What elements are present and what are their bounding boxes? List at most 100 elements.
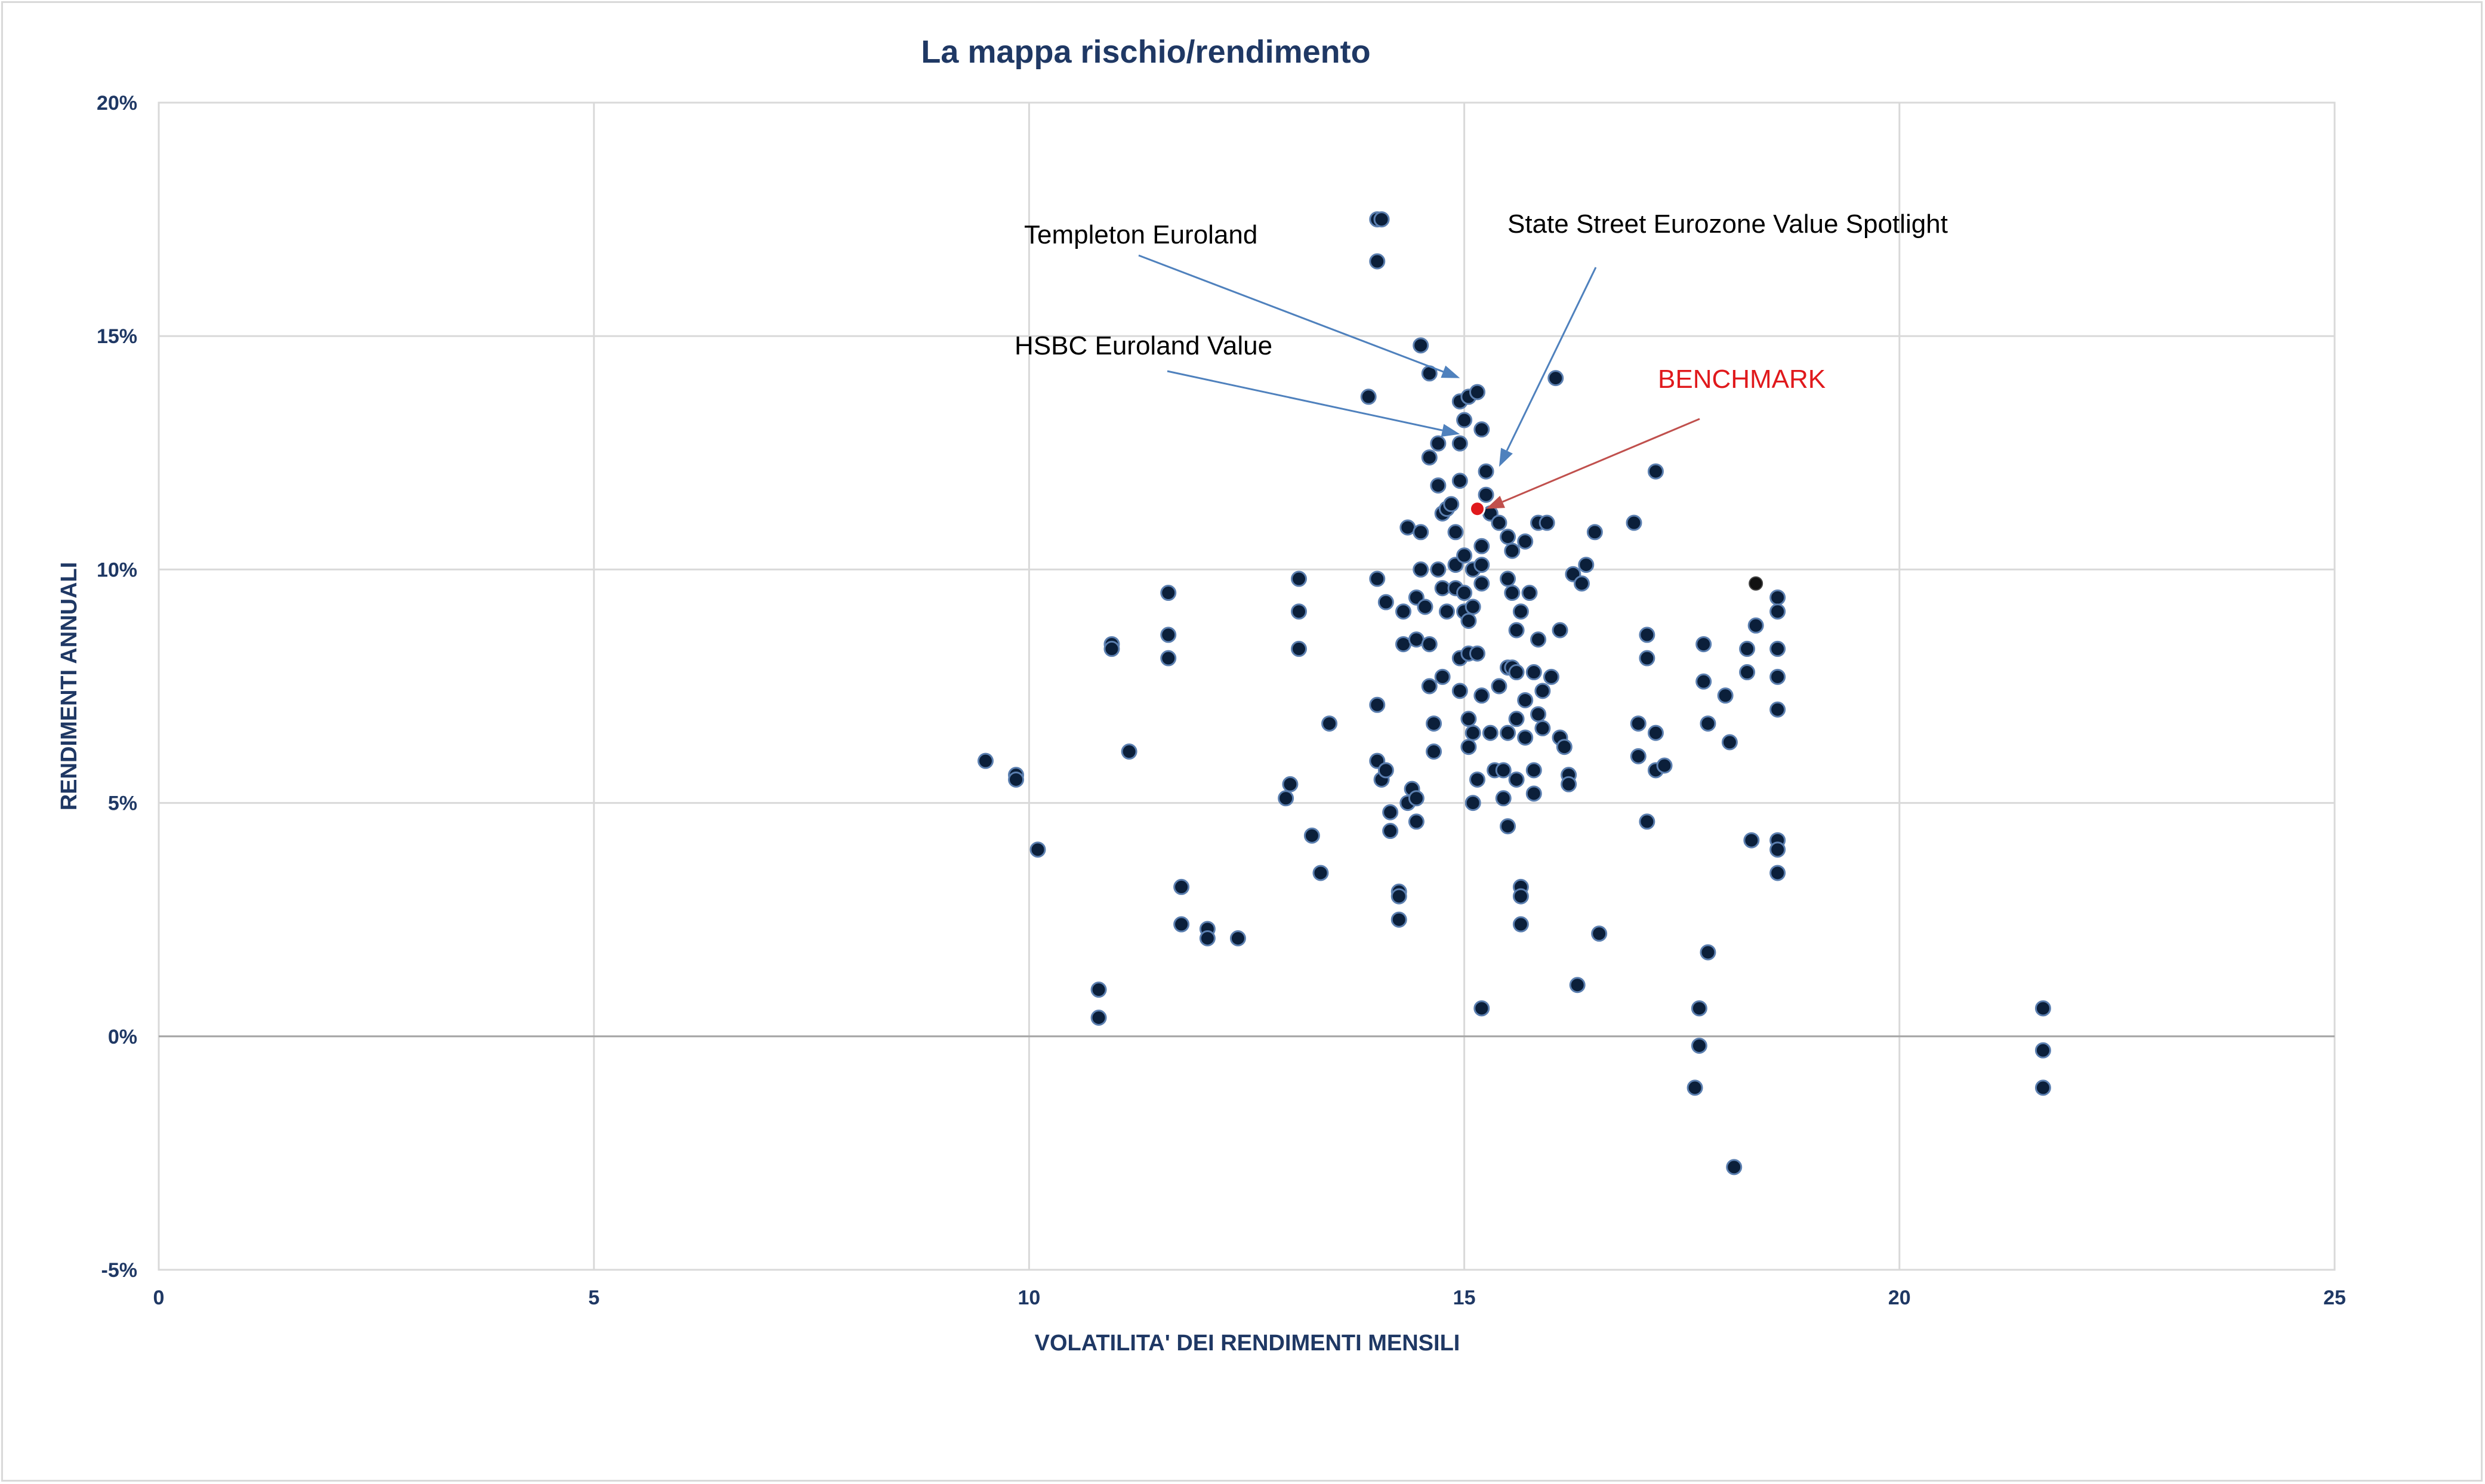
chart-title: La mappa rischio/rendimento: [921, 34, 1370, 70]
x-tick-label: 25: [2323, 1286, 2346, 1309]
annotation-arrows: [1138, 254, 1700, 509]
scatter-point: [1517, 692, 1534, 708]
scatter-point: [1500, 529, 1516, 545]
scatter-point: [1630, 715, 1647, 732]
scatter-point: [1121, 743, 1137, 760]
scatter-point: [1473, 557, 1490, 573]
scatter-point: [1430, 561, 1447, 578]
arrow-hsbc-euroland-value: [1167, 370, 1460, 437]
scatter-point: [1408, 790, 1425, 807]
scatter-point: [1521, 585, 1538, 601]
scatter-point: [1508, 711, 1525, 727]
scatter-point: [1656, 757, 1673, 774]
scatter-point: [1430, 477, 1447, 494]
scatter-point: [1369, 696, 1386, 713]
scatter-point: [1303, 827, 1320, 844]
scatter-point: [1482, 724, 1499, 741]
annotation-state-street-eurozone-value-spotlight: State Street Eurozone Value Spotlight: [1507, 209, 1948, 239]
scatter-point: [1469, 645, 1485, 662]
scatter-point-highlight: [1749, 576, 1763, 591]
scatter-point: [1465, 795, 1481, 812]
scatter-point: [1561, 776, 1577, 792]
scatter-point: [1090, 1010, 1107, 1026]
scatter-point: [1421, 636, 1438, 653]
scatter-point: [1695, 673, 1712, 690]
scatter-point: [1469, 771, 1485, 788]
scatter-point: [1382, 823, 1399, 840]
scatter-point: [1517, 533, 1534, 550]
scatter-point: [1373, 211, 1390, 228]
scatter-point: [1552, 622, 1568, 638]
x-axis-tick-labels: 0 5 10 15 20 25: [153, 1286, 2346, 1309]
x-tick-label: 0: [153, 1286, 165, 1309]
scatter-point: [2034, 1000, 2051, 1017]
scatter-point: [1630, 748, 1647, 764]
scatter-point: [1556, 739, 1573, 755]
scatter-point: [1495, 790, 1512, 807]
scatter-point: [1413, 524, 1429, 541]
scatter-point: [1478, 463, 1494, 480]
scatter-point: [1747, 617, 1764, 634]
arrow-benchmark: [1486, 418, 1700, 509]
scatter-point: [1769, 603, 1786, 620]
arrow-state-street: [1499, 267, 1597, 467]
scatter-point: [1473, 575, 1490, 592]
scatter-point: [1473, 1000, 1490, 1017]
plot-area-border: [158, 101, 2336, 1271]
scatter-point: [1369, 253, 1386, 270]
scatter-point: [1473, 538, 1490, 554]
scatter-point: [1700, 944, 1716, 961]
scatter-point: [1369, 570, 1386, 587]
scatter-point: [1769, 589, 1786, 606]
scatter-point: [1508, 664, 1525, 681]
scatter-point: [1451, 435, 1468, 452]
scatter-point: [1508, 622, 1525, 638]
scatter-point: [977, 752, 994, 769]
scatter-point: [1456, 547, 1473, 564]
scatter-point: [1291, 570, 1308, 587]
scatter-point: [1413, 337, 1429, 354]
scatter-point: [1447, 524, 1464, 541]
scatter-point: [1291, 603, 1308, 620]
scatter-point: [1434, 668, 1451, 685]
scatter-point: [1769, 841, 1786, 858]
scatter-point: [1421, 678, 1438, 695]
scatter-point: [1726, 1159, 1743, 1176]
scatter-point: [1229, 930, 1246, 946]
scatter-point: [1769, 865, 1786, 881]
scatter-point: [1687, 1079, 1703, 1096]
annotation-benchmark: BENCHMARK: [1658, 365, 1826, 394]
scatter-point: [1456, 585, 1473, 601]
scatter-point: [1691, 1000, 1707, 1017]
scatter-point: [1473, 687, 1490, 704]
scatter-point: [1395, 603, 1412, 620]
y-tick-label: 5%: [108, 792, 137, 815]
scatter-point: [1512, 888, 1529, 905]
scatter-point: [1377, 594, 1394, 610]
scatter-point: [1460, 612, 1477, 629]
scatter-point: [1647, 724, 1664, 741]
scatter-point: [1312, 865, 1329, 881]
scatter-point: [1512, 916, 1529, 933]
scatter-point: [2034, 1079, 2051, 1096]
x-tick-label: 5: [588, 1286, 600, 1309]
scatter-point: [1495, 762, 1512, 779]
scatter-point: [1443, 496, 1460, 513]
scatter-point: [1160, 627, 1177, 643]
scatter-point: [1525, 664, 1542, 681]
scatter-point: [1639, 650, 1655, 667]
scatter-point: [1282, 776, 1299, 792]
scatter-point: [1547, 370, 1564, 387]
scatter-point: [1517, 729, 1534, 746]
scatter-point: [1426, 715, 1442, 732]
scatter-point: [1769, 701, 1786, 718]
scatter-point: [1391, 911, 1407, 928]
scatter-point: [1500, 724, 1516, 741]
scatter-point: [1525, 762, 1542, 779]
scatter-point: [1199, 930, 1216, 946]
annotation-hsbc-euroland-value: HSBC Euroland Value: [1015, 331, 1272, 360]
scatter-point: [1173, 916, 1190, 933]
scatter-point: [1391, 888, 1407, 905]
scatter-point: [1456, 412, 1473, 428]
